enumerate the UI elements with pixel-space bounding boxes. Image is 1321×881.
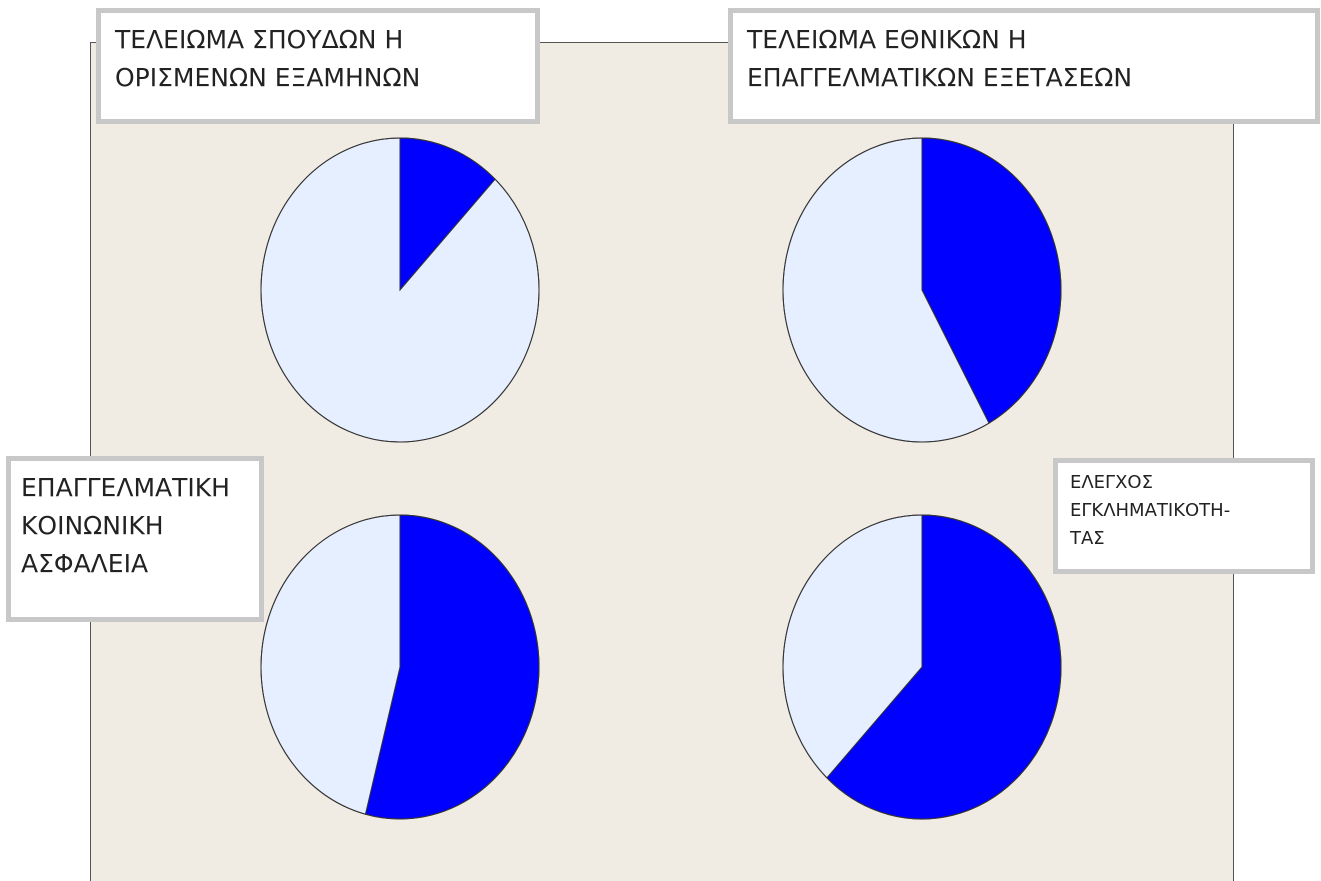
chart-title: ΤΕΛΕΙΩΜΑ ΕΘΝΙΚΩΝ Η ΕΠΑΓΓΕΛΜΑΤΙΚΩΝ ΕΞΕΤΑΣ… bbox=[728, 8, 1320, 124]
pie-outline bbox=[782, 137, 1062, 443]
pie-slice bbox=[260, 137, 540, 443]
pie-outline bbox=[782, 514, 1062, 820]
chart-title: ΕΠΑΓΓΕΛΜΑΤΙΚΗ ΚΟΙΝΩΝΙΚΗ ΑΣΦΑΛΕΙΑ bbox=[6, 456, 264, 622]
pie-outline bbox=[260, 514, 540, 820]
pie-outline bbox=[260, 137, 540, 443]
chart-title: ΕΛΕΓΧΟΣ ΕΓΚΛΗΜΑΤΙΚΟΤΗ- ΤΑΣ bbox=[1053, 458, 1315, 574]
chart-title: ΤΕΛΕΙΩΜΑ ΣΠΟΥΔΩΝ Η ΟΡΙΣΜΕΝΩΝ ΕΞΑΜΗΝΩΝ bbox=[96, 8, 540, 124]
